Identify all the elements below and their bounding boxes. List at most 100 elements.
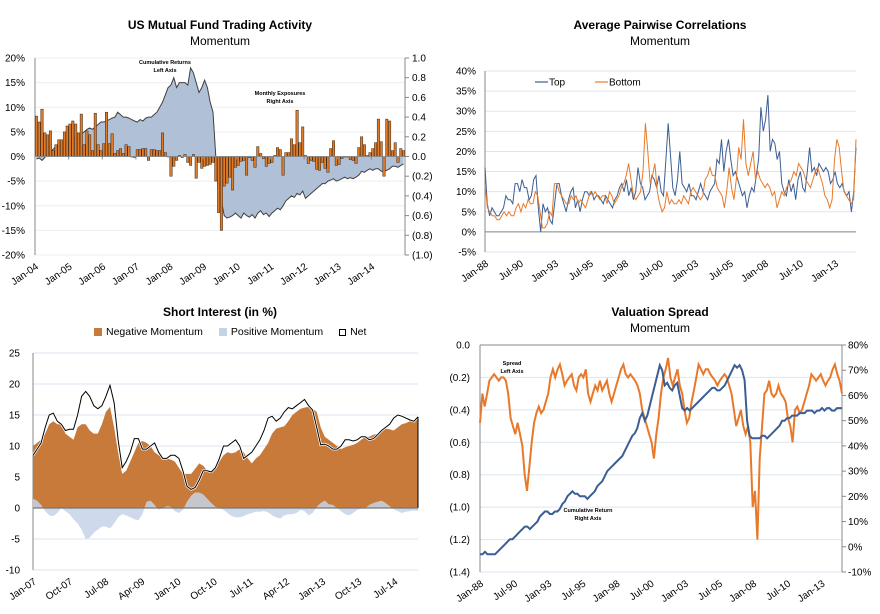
bar-monthly-exposure: [119, 148, 122, 157]
bar-monthly-exposure: [110, 133, 114, 157]
bar-monthly-exposure: [396, 156, 400, 163]
x-tick-label: Jan-07: [7, 576, 39, 603]
x-tick-label: Jan-10: [211, 261, 243, 288]
bar-monthly-exposure: [231, 156, 235, 191]
bar-monthly-exposure: [236, 156, 240, 166]
x-tick-label: Jul-00: [637, 258, 666, 283]
bar-monthly-exposure: [242, 156, 246, 161]
bar-monthly-exposure: [189, 156, 193, 166]
bar-monthly-exposure: [334, 156, 338, 166]
annotation-cumulative-return: Cumulative Return: [564, 508, 614, 514]
bar-monthly-exposure: [360, 136, 364, 157]
y-tick-label: 25%: [456, 127, 476, 138]
y-right-tick-label: 10%: [848, 517, 868, 528]
series-line-top: [484, 95, 857, 232]
bar-monthly-exposure: [99, 150, 103, 157]
y-tick-label: -15%: [2, 226, 25, 237]
y-right-tick-label: -10%: [848, 568, 871, 579]
annotation-monthly-exposures: Monthly Exposures: [255, 91, 306, 97]
x-tick-label: Jan-11: [245, 261, 276, 287]
bar-monthly-exposure: [256, 146, 260, 157]
legend-swatch-negative: [94, 328, 102, 336]
x-tick-label: Jan-09: [178, 261, 210, 288]
x-tick-label: Jan-05: [43, 261, 75, 288]
y-tick-label: -10%: [2, 201, 25, 212]
bar-monthly-exposure: [298, 142, 302, 157]
x-tick-label: Jan-08: [144, 261, 176, 288]
annotation-cumulative-returns: Cumulative Returns: [139, 60, 191, 66]
bar-monthly-exposure: [270, 156, 274, 163]
bar-monthly-exposure: [211, 156, 215, 163]
chart-subtitle: Momentum: [629, 321, 691, 335]
y-right-tick-label: 20%: [848, 492, 868, 503]
y-tick-label: 0%: [11, 152, 26, 163]
y-tick-label: (0.4): [449, 405, 470, 416]
y-tick-label: 20: [9, 380, 21, 391]
bar-monthly-exposure: [393, 142, 397, 157]
bar-monthly-exposure: [51, 150, 55, 157]
x-tick-label: Jan-07: [110, 261, 142, 288]
correlation-chart-panel: Average Pairwise Correlations Momentum 4…: [440, 0, 880, 300]
y-right-tick-label: (1.0): [412, 251, 433, 262]
chart-subtitle: Momentum: [629, 34, 691, 48]
x-tick-label: Jan-13: [297, 576, 329, 603]
x-tick-label: Jul-05: [707, 258, 736, 283]
x-tick-label: Jan-98: [599, 258, 631, 285]
y-tick-label: 15: [9, 411, 21, 422]
bar-monthly-exposure: [85, 130, 89, 157]
y-tick-label: (0.8): [449, 470, 470, 481]
x-tick-label: Jul-10: [764, 578, 793, 603]
y-tick-label: 15%: [456, 167, 476, 178]
mutual-fund-chart: 20% 15% 10% 5% 0% -5% -10% -15% -20% 1.0 0.8 0.6 0.4…: [2, 54, 433, 288]
bar-monthly-exposure: [147, 156, 150, 161]
y-right-tick-label: 0.0: [412, 152, 426, 163]
series-area-positive-momentum: [33, 492, 418, 539]
bar-monthly-exposure: [301, 126, 305, 157]
y-tick-label: 35%: [456, 87, 476, 98]
y-tick-label: -10: [6, 566, 21, 577]
x-tick-label: Jul-11: [228, 576, 256, 600]
bar-monthly-exposure: [203, 156, 207, 167]
x-tick-label: Jan-13: [312, 261, 344, 288]
bar-monthly-exposure: [208, 156, 212, 165]
bar-monthly-exposure: [161, 132, 164, 157]
y-tick-label: 10%: [5, 103, 25, 114]
correlation-chart: 40% 35% 30% 25% 20% 15% 10% 5% 0% -5%Jan-88 Jul-90…: [456, 67, 857, 285]
series-line-net: [32, 383, 419, 490]
legend-label-net: Net: [350, 326, 367, 338]
bar-monthly-exposure: [217, 156, 221, 213]
bar-monthly-exposure: [292, 144, 296, 157]
bar-monthly-exposure: [306, 156, 310, 164]
bar-monthly-exposure: [77, 132, 80, 157]
bar-monthly-exposure: [264, 156, 268, 167]
bar-monthly-exposure: [376, 118, 380, 157]
x-tick-label: Jan-14: [346, 261, 378, 288]
bar-monthly-exposure: [172, 156, 176, 167]
bar-monthly-exposure: [337, 156, 341, 165]
bar-monthly-exposure: [37, 121, 41, 157]
bar-monthly-exposure: [163, 152, 167, 157]
bar-monthly-exposure: [46, 134, 50, 157]
bar-monthly-exposure: [88, 134, 92, 157]
bar-monthly-exposure: [402, 150, 406, 157]
y-tick-label: 5%: [11, 127, 26, 138]
y-right-tick-label: (0.4): [412, 191, 433, 202]
bar-monthly-exposure: [278, 149, 282, 157]
series-line-spread: [479, 357, 843, 540]
bar-monthly-exposure: [267, 156, 271, 164]
bar-monthly-exposure: [312, 156, 316, 162]
y-tick-label: (0.6): [449, 438, 470, 449]
series-area-cumulative-returns: [36, 67, 404, 219]
x-tick-label: Jan-93: [523, 578, 555, 605]
annotation-right-axis: Right Axis: [267, 99, 294, 105]
annotation-left-axis: Left Axis: [153, 68, 176, 74]
valuation-spread-chart: 0.0 (0.2) (0.4) (0.6) (0.8) (1.0) (1.2) (1.4) 80…: [449, 341, 871, 605]
bar-monthly-exposure: [169, 156, 173, 177]
bar-monthly-exposure: [141, 148, 145, 157]
legend-swatch-positive: [218, 328, 227, 336]
y-tick-label: (1.2): [449, 535, 470, 546]
bar-monthly-exposure: [379, 141, 383, 157]
y-right-tick-label: 1.0: [412, 54, 426, 65]
bar-monthly-exposure: [116, 150, 120, 157]
bar-monthly-exposure: [214, 156, 218, 182]
